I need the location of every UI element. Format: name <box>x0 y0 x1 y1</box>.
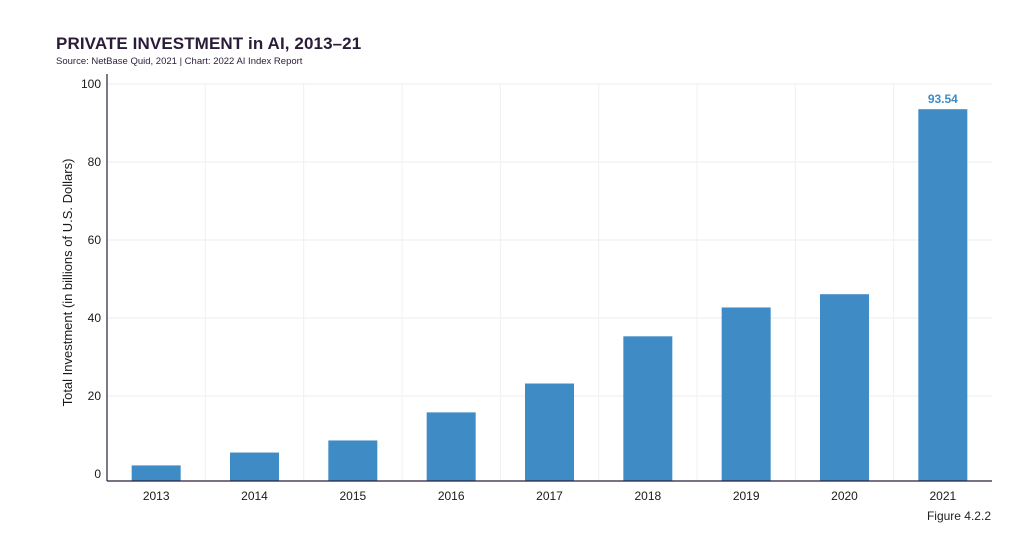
bar-2020 <box>820 294 869 481</box>
y-tick-label: 20 <box>88 389 102 403</box>
bar-2016 <box>426 412 476 481</box>
bar-2018 <box>623 336 673 481</box>
bar-2015 <box>328 440 378 481</box>
y-tick-label: 40 <box>88 311 102 325</box>
x-tick-labels: 2013 2014 2015 2016 2017 2018 2019 2020 2021 <box>143 489 957 503</box>
data-labels: 93.54 <box>928 92 958 106</box>
bars <box>131 109 968 481</box>
x-tick-label: 2013 <box>143 489 170 503</box>
x-tick-label: 2021 <box>929 489 956 503</box>
x-tick-label: 2019 <box>733 489 760 503</box>
y-tick-labels: 0 20 40 60 80 100 <box>81 77 101 481</box>
x-tick-label: 2016 <box>438 489 465 503</box>
bar-2017 <box>525 383 574 481</box>
chart-title: PRIVATE INVESTMENT in AI, 2013–21 <box>56 34 362 53</box>
bar-2014 <box>230 452 279 481</box>
chart-subtitle: Source: NetBase Quid, 2021 | Chart: 2022… <box>56 56 303 67</box>
bar-2019 <box>721 307 771 481</box>
y-axis-label: Total Investment (in billions of U.S. Do… <box>60 159 75 407</box>
x-tick-label: 2014 <box>241 489 268 503</box>
gridlines <box>107 83 992 481</box>
y-tick-label: 100 <box>81 77 101 91</box>
x-tick-label: 2018 <box>634 489 661 503</box>
x-tick-label: 2020 <box>831 489 858 503</box>
y-tick-label: 80 <box>88 155 102 169</box>
x-tick-label: 2015 <box>339 489 366 503</box>
figure-label: Figure 4.2.2 <box>926 509 991 523</box>
y-tick-label: 60 <box>88 233 102 247</box>
x-tick-label: 2017 <box>536 489 563 503</box>
y-tick-label: 0 <box>94 467 101 481</box>
bar-2013 <box>131 465 181 481</box>
axes <box>106 74 992 482</box>
data-label: 93.54 <box>928 92 958 106</box>
bar-2021 <box>918 109 968 481</box>
